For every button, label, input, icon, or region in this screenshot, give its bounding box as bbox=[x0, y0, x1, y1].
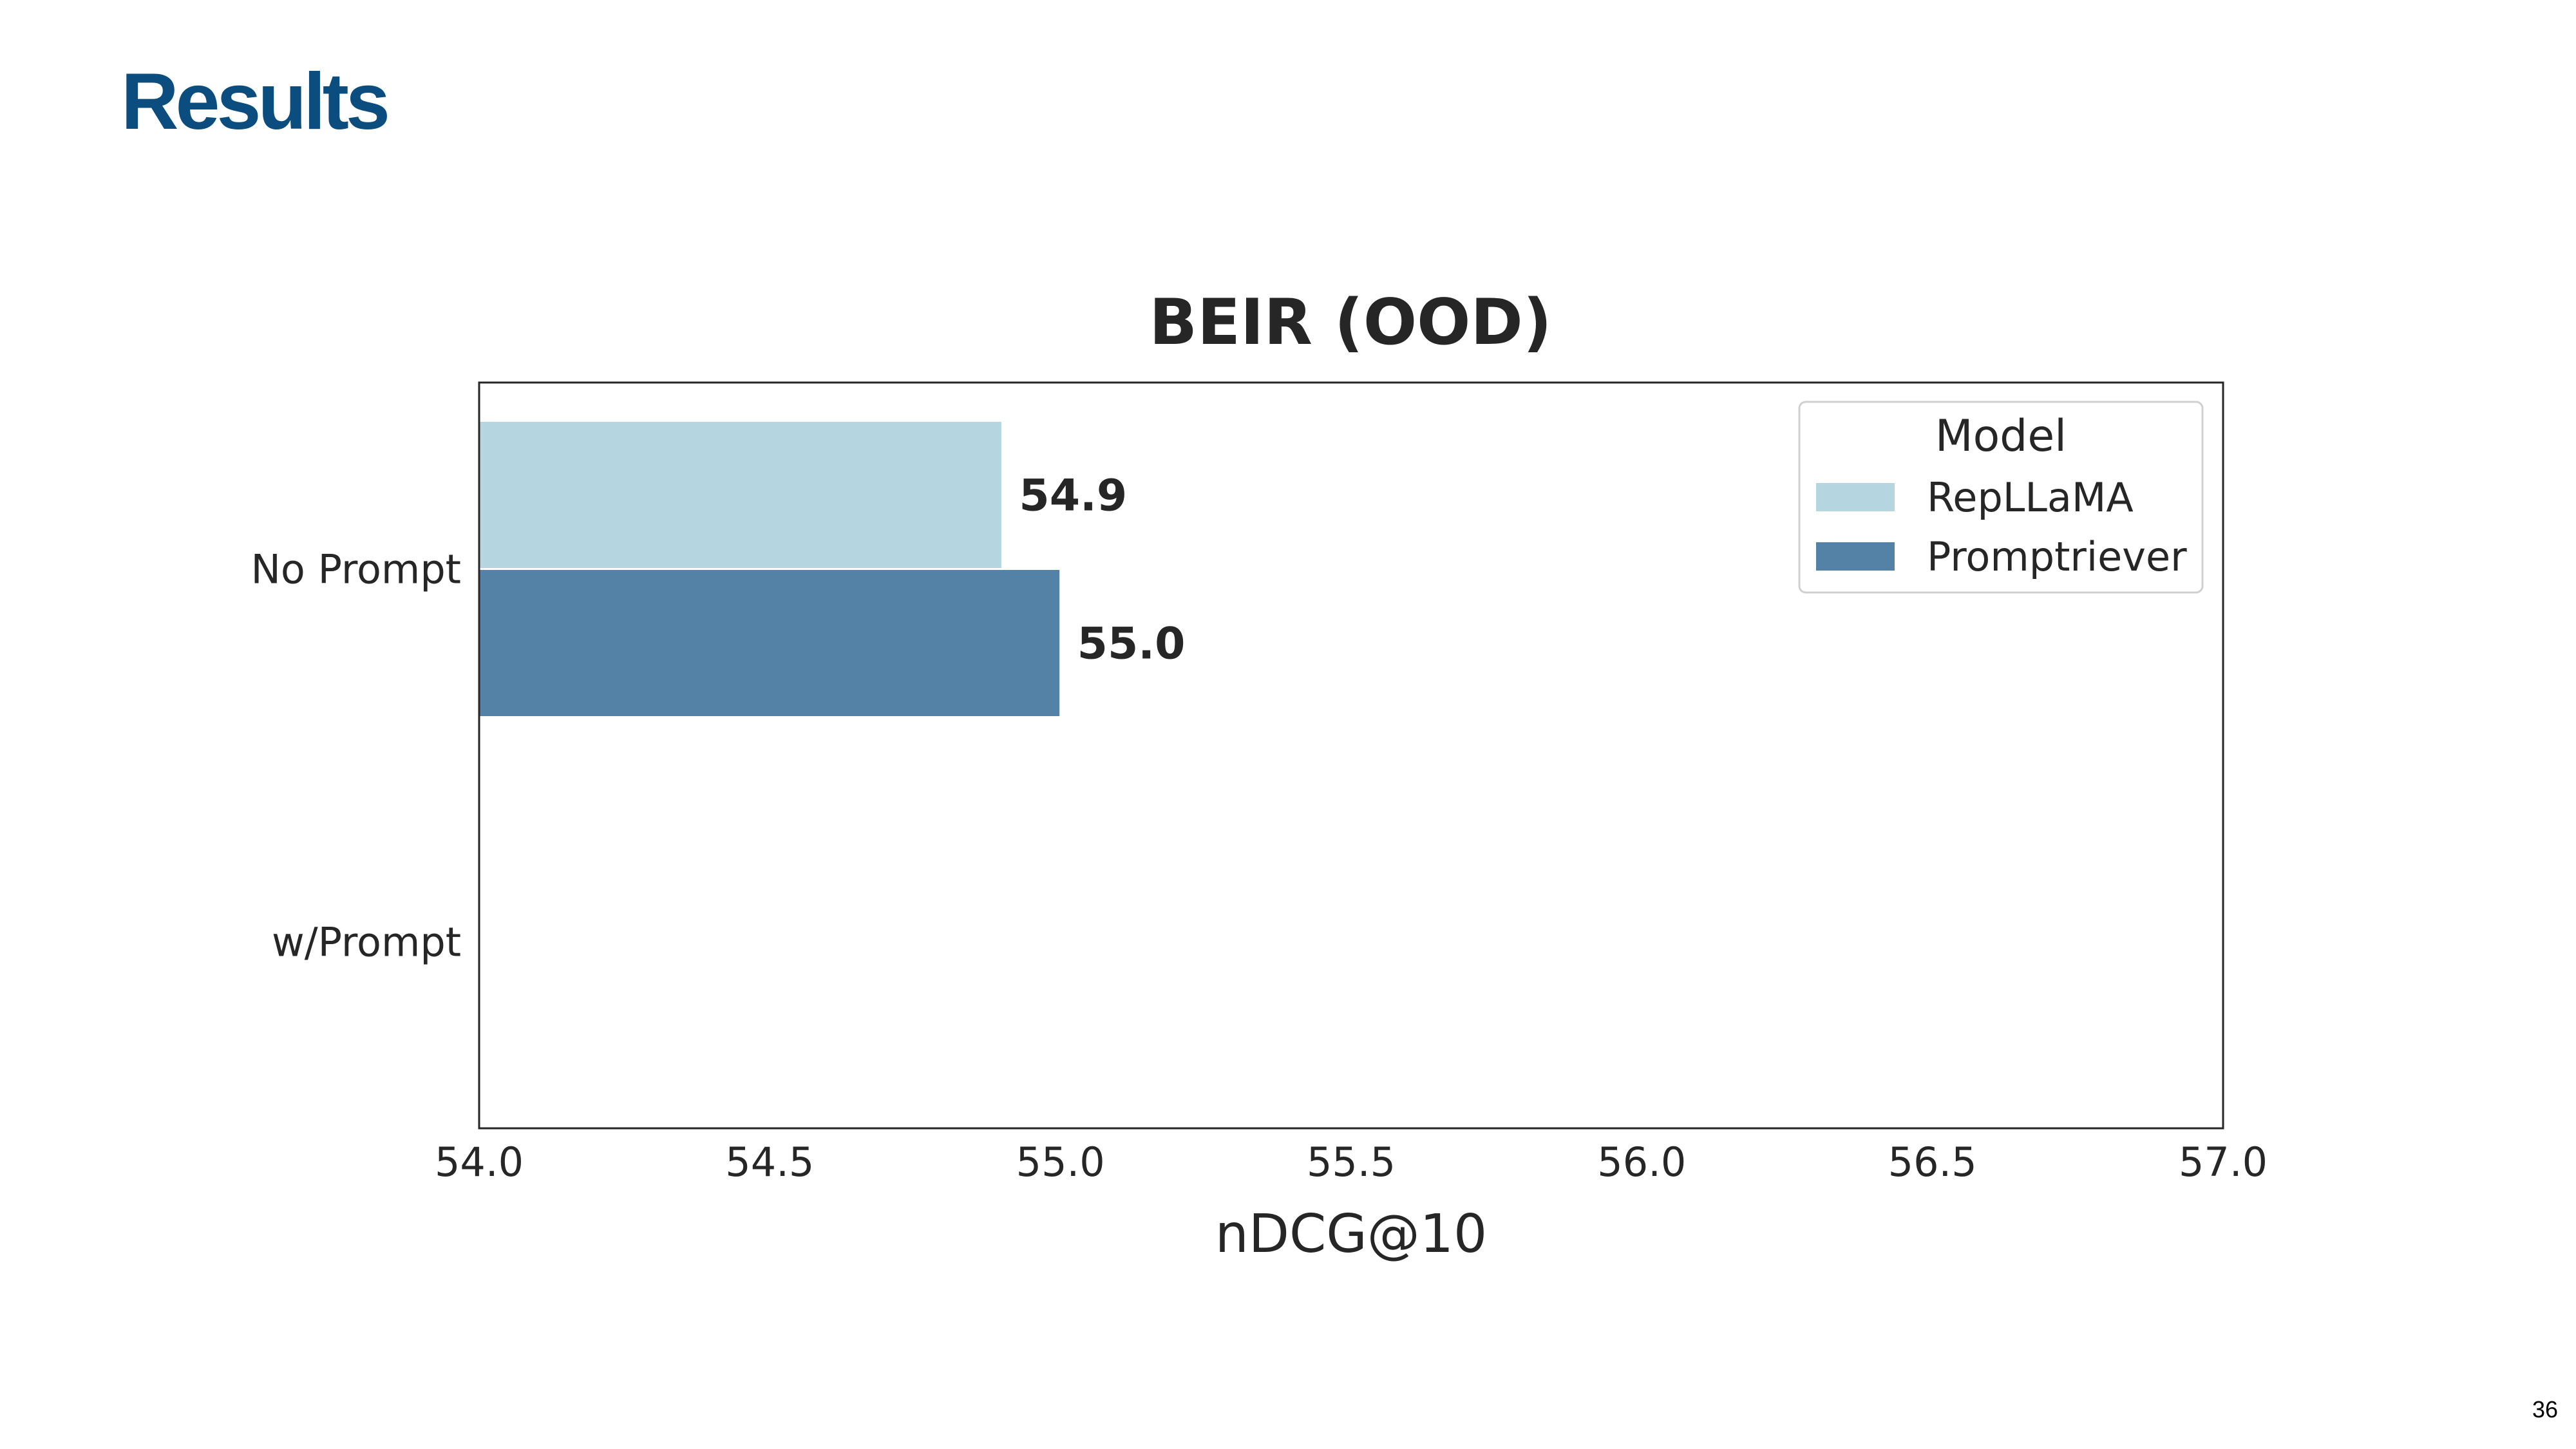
bar-promptriever-no-prompt bbox=[478, 568, 1062, 718]
y-tick-label-no-prompt: No Prompt bbox=[251, 546, 461, 593]
x-tick-label-57-0: 57.0 bbox=[2179, 1139, 2268, 1186]
slide-title: Results bbox=[121, 57, 390, 146]
plot-frame bbox=[478, 381, 2224, 1130]
page-number: 36 bbox=[2532, 1396, 2558, 1423]
chart-title: BEIR (OOD) bbox=[1149, 286, 1551, 359]
x-tick-label-54-5: 54.5 bbox=[725, 1139, 814, 1186]
x-tick-label-55-5: 55.5 bbox=[1307, 1139, 1396, 1186]
x-tick-label-55-0: 55.0 bbox=[1016, 1139, 1105, 1186]
data-label-repllama-no-prompt: 54.9 bbox=[1019, 471, 1127, 522]
legend-label-repllama: RepLLaMA bbox=[1927, 474, 2134, 521]
legend-frame bbox=[1798, 401, 2204, 594]
x-tick-label-56-0: 56.0 bbox=[1597, 1139, 1686, 1186]
legend-label-promptriever: Promptriever bbox=[1927, 533, 2187, 580]
legend: Model RepLLaMA Promptriever bbox=[1798, 401, 2204, 594]
x-axis-label: nDCG@10 bbox=[1215, 1204, 1487, 1265]
x-tick-label-56-5: 56.5 bbox=[1888, 1139, 1977, 1186]
bar-repllama-no-prompt bbox=[478, 420, 1003, 570]
legend-swatch-promptriever bbox=[1816, 542, 1895, 571]
y-tick-label-w-prompt: w/Prompt bbox=[272, 919, 461, 966]
legend-title: Model bbox=[1935, 411, 2067, 462]
data-label-promptriever-no-prompt: 55.0 bbox=[1077, 619, 1186, 670]
x-tick-label-54-0: 54.0 bbox=[435, 1139, 524, 1186]
legend-swatch-repllama bbox=[1816, 483, 1895, 511]
